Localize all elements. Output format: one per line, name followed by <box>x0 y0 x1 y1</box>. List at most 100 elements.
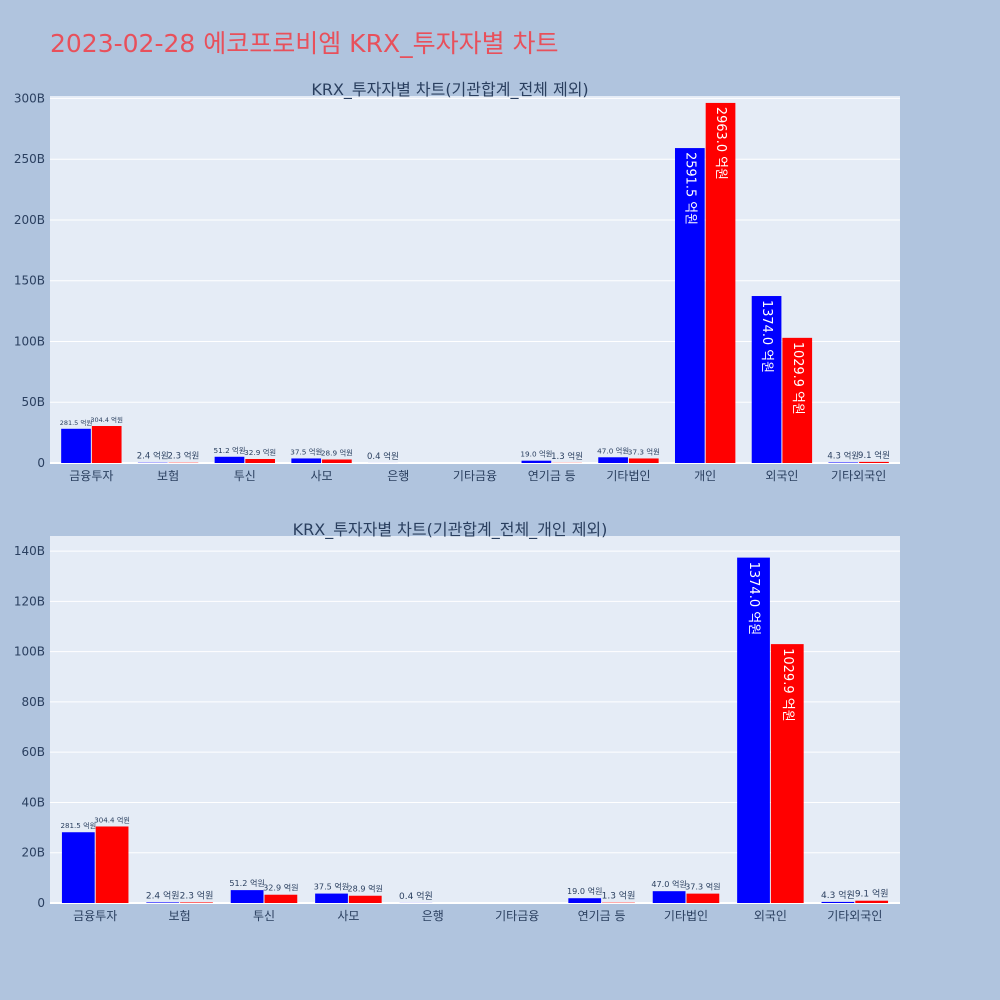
bar-red <box>264 894 298 903</box>
bar-blue <box>315 893 348 903</box>
bar-value-label: 1.3 억원 <box>602 890 636 902</box>
x-tick-label: 외국인 <box>765 469 798 483</box>
bar-value-label: 9.1 억원 <box>855 888 889 900</box>
bar-blue <box>652 891 686 903</box>
bar-blue <box>230 890 264 903</box>
chart-all-investors: 0 50B 100B 150B 200B 250B 300B KRX_투자자별 차트(기관합계… <box>14 80 900 483</box>
y-tick-label: 120B <box>14 594 45 608</box>
y-tick-label: 100B <box>14 645 45 659</box>
bar-value-label: 32.9 억원 <box>244 448 276 457</box>
bar-value-label: 2.3 억원 <box>180 889 214 901</box>
chart-title: KRX_투자자별 차트(기관합계_전체 제외) <box>311 80 588 100</box>
bar-blue <box>674 148 705 463</box>
bar-value-label: 2.4 억원 <box>146 889 180 901</box>
bar-red <box>628 458 659 463</box>
bar-value-label: 304.4 억원 <box>94 815 130 824</box>
bar-value-label: 2.3 억원 <box>167 451 199 462</box>
x-tick-label: 보험 <box>169 909 191 923</box>
bar-value-label: 1029.9 억원 <box>790 342 805 415</box>
y-tick-label: 140B <box>14 544 45 558</box>
y-tick-label: 0 <box>37 456 45 470</box>
y-tick-label: 40B <box>21 795 45 809</box>
bar-red <box>91 426 122 463</box>
bar-blue <box>821 901 855 903</box>
bar-value-label: 1.3 억원 <box>551 451 583 462</box>
bar-value-label: 4.3 억원 <box>821 889 855 901</box>
y-tick-label: 80B <box>21 695 45 709</box>
bar-blue <box>521 460 552 463</box>
y-tick-label: 150B <box>14 274 45 288</box>
bar-value-label: 1374.0 억원 <box>746 562 761 636</box>
x-tick-label: 은행 <box>422 908 444 923</box>
x-tick-label: 기타외국인 <box>827 909 882 923</box>
bar-red <box>859 461 889 463</box>
x-tick-label: 기타금융 <box>495 909 539 923</box>
bar-value-label: 1374.0 억원 <box>759 300 774 373</box>
bar-value-label: 47.0 억원 <box>597 446 629 455</box>
chart-title: KRX_투자자별 차트(기관합계_전체_개인 제외) <box>293 520 608 540</box>
bar-red <box>770 644 804 903</box>
bar-blue <box>568 898 602 903</box>
bar-red <box>348 895 382 903</box>
x-tick-label: 개인 <box>694 469 716 483</box>
page-title: 2023-02-28 에코프로비엠 KRX_투자자별 차트 <box>50 29 559 58</box>
bar-red <box>95 826 129 903</box>
bar-value-label: 32.9 억원 <box>263 883 299 893</box>
x-tick-label: 기타법인 <box>606 469 650 483</box>
x-tick-label: 금융투자 <box>73 909 117 923</box>
bar-value-label: 37.5 억원 <box>290 447 322 456</box>
bar-blue <box>828 462 859 463</box>
y-tick-label: 100B <box>14 334 45 348</box>
bar-value-label: 51.2 억원 <box>229 878 265 888</box>
bar-blue <box>61 832 95 903</box>
bar-value-label: 51.2 억원 <box>213 446 245 455</box>
bar-red <box>245 459 276 463</box>
y-tick-label: 250B <box>14 152 45 166</box>
x-tick-label: 외국인 <box>754 909 787 923</box>
x-tick-label: 투신 <box>253 909 275 923</box>
bar-value-label: 37.3 억원 <box>685 882 721 892</box>
y-tick-label: 50B <box>21 395 45 409</box>
y-tick-label: 200B <box>14 213 45 227</box>
bar-value-label: 47.0 억원 <box>651 879 687 889</box>
bar-value-label: 28.9 억원 <box>321 448 353 457</box>
bar-value-label: 19.0 억원 <box>567 886 603 896</box>
bar-blue <box>598 457 628 463</box>
x-tick-label: 기타외국인 <box>831 469 886 483</box>
bar-value-label: 4.3 억원 <box>827 450 859 461</box>
bar-value-label: 2.4 억원 <box>137 451 169 462</box>
bar-value-label: 304.4 억원 <box>90 415 123 424</box>
x-tick-label: 사모 <box>337 909 359 923</box>
y-tick-label: 20B <box>21 846 45 860</box>
y-tick-label: 300B <box>14 91 45 105</box>
y-tick-label: 0 <box>37 896 45 910</box>
bar-value-label: 28.9 억원 <box>348 884 384 894</box>
x-tick-label: 사모 <box>310 469 332 483</box>
bar-value-label: 1029.9 억원 <box>780 648 795 722</box>
x-tick-label: 기타금융 <box>453 469 497 483</box>
bar-value-label: 281.5 억원 <box>60 418 93 427</box>
bar-value-label: 19.0 억원 <box>520 450 552 459</box>
x-tick-label: 연기금 등 <box>578 909 626 923</box>
x-tick-label: 기타법인 <box>664 909 708 923</box>
chart-excluding-individuals: 0 20B 40B 60B 80B 100B 120B 140B KRX_투자자별 차트(기관합… <box>14 520 900 923</box>
bar-red <box>322 459 352 463</box>
bar-value-label: 37.3 억원 <box>628 447 660 456</box>
bar-value-label: 37.5 억원 <box>314 882 350 892</box>
x-tick-label: 금융투자 <box>69 469 113 483</box>
x-tick-label: 은행 <box>387 468 409 483</box>
bar-value-label: 2963.0 억원 <box>713 107 728 180</box>
bar-red <box>180 902 213 903</box>
bar-blue <box>291 458 322 463</box>
y-tick-label: 60B <box>21 745 45 759</box>
bar-blue <box>146 902 180 903</box>
bar-blue <box>751 296 782 463</box>
bar-value-label: 9.1 억원 <box>858 450 890 461</box>
bar-blue <box>61 428 91 463</box>
bar-red <box>686 893 720 903</box>
bar-red <box>705 102 736 463</box>
bar-blue <box>214 456 245 463</box>
x-tick-label: 보험 <box>157 469 179 483</box>
bar-value-label: 281.5 억원 <box>61 821 97 830</box>
